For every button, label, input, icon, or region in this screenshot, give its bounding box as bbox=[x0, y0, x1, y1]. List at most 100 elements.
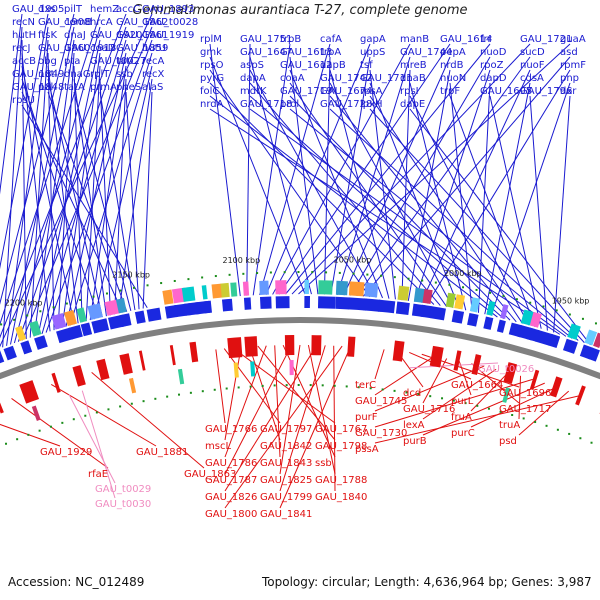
gene-label-forward: prol bbox=[280, 99, 299, 110]
gene-connector bbox=[343, 56, 451, 296]
forward-category bbox=[454, 294, 466, 310]
gene-label-reverse: GAU_1716 bbox=[403, 404, 455, 415]
gene-label-forward: dapB bbox=[320, 60, 346, 71]
gene-connector bbox=[21, 104, 148, 309]
gene-label-forward: GAU_1711 bbox=[360, 73, 412, 84]
gene-label-reverse: GAU_1745 bbox=[355, 396, 407, 407]
forward-cds bbox=[395, 301, 410, 315]
tick-dot bbox=[84, 414, 87, 417]
gene-connector bbox=[374, 365, 485, 412]
gene-label-reverse: GAU_1825 bbox=[260, 475, 312, 486]
gene-label-reverse: GAU_1730 bbox=[355, 428, 407, 439]
gene-label-forward: nuoN bbox=[440, 73, 466, 84]
gene-connector bbox=[374, 395, 581, 444]
gene-label-forward: GAU_1614 bbox=[440, 34, 492, 45]
forward-category bbox=[318, 280, 333, 295]
tick-dot bbox=[261, 384, 264, 387]
gene-label-forward: GAU_1721 bbox=[520, 34, 572, 45]
gene-connector bbox=[209, 82, 435, 305]
gene-label-forward: uppS bbox=[360, 47, 385, 58]
gene-connector bbox=[65, 52, 127, 327]
forward-cds bbox=[243, 297, 252, 310]
gene-label-forward: nuoD bbox=[480, 47, 507, 58]
gene-label-reverse: GAU_1800 bbox=[205, 509, 257, 520]
tick-dot bbox=[201, 276, 204, 279]
reverse-category bbox=[250, 361, 256, 377]
gene-label-forward: GAU_1796 bbox=[520, 86, 572, 97]
kbp-tick-label: 2100 kbp bbox=[222, 256, 260, 265]
forward-cds bbox=[56, 327, 74, 344]
tick-dot bbox=[225, 387, 228, 390]
gene-label-forward: asd bbox=[560, 47, 578, 58]
gene-label-reverse: pssA bbox=[355, 444, 379, 455]
gene-label-reverse: GAU_1929 bbox=[40, 447, 92, 458]
tick-dot bbox=[13, 318, 16, 321]
gene-label-reverse: GAU_1766 bbox=[205, 424, 257, 435]
tick-dot bbox=[154, 397, 157, 400]
gene-connector bbox=[0, 13, 23, 195]
tick-dot bbox=[283, 271, 286, 274]
gene-connector bbox=[249, 108, 567, 337]
gene-connector bbox=[422, 382, 545, 436]
gene-label-forward: folC bbox=[200, 86, 219, 97]
tick-dot bbox=[309, 384, 312, 387]
gene-label-reverse: fruA bbox=[451, 412, 472, 423]
gene-label-forward: accC bbox=[116, 4, 140, 15]
tick-dot bbox=[107, 408, 110, 411]
tick-dot bbox=[393, 276, 396, 279]
gene-label-forward: nutl bbox=[38, 69, 57, 80]
gene-connector bbox=[142, 91, 153, 309]
gene-label-forward: prmA bbox=[90, 82, 117, 93]
reverse-cds bbox=[169, 345, 176, 366]
accession-text: Accession: NC_012489 bbox=[8, 575, 145, 589]
gene-label-forward: GAU_1920 bbox=[90, 30, 142, 41]
forward-category bbox=[104, 299, 120, 316]
gene-connector bbox=[224, 344, 318, 492]
tick-dot bbox=[95, 411, 98, 414]
gene-connector bbox=[279, 344, 301, 475]
kbp-tick-label: 2000 kbp bbox=[444, 269, 482, 278]
gene-label-misc: GAU_t0030 bbox=[95, 499, 151, 510]
tick-dot bbox=[65, 302, 68, 305]
gene-label-forward: nrdB bbox=[440, 60, 464, 71]
tick-dot bbox=[311, 271, 314, 274]
gene-label-misc: GAU_t0029 bbox=[95, 484, 151, 495]
gene-connector bbox=[21, 91, 124, 313]
forward-cds bbox=[451, 309, 465, 324]
gene-connector bbox=[224, 344, 293, 475]
gene-connector bbox=[323, 56, 331, 295]
gene-connector bbox=[21, 26, 153, 341]
gene-label-forward: dnaG bbox=[64, 69, 91, 80]
gene-connector bbox=[47, 52, 55, 331]
gene-label-forward: tatA bbox=[64, 82, 85, 93]
gene-label-reverse: purL bbox=[451, 396, 474, 407]
gene-label-forward: nuoF bbox=[520, 60, 545, 71]
gene-connector bbox=[529, 95, 548, 331]
gene-label-forward: accB bbox=[12, 56, 36, 67]
forward-cds bbox=[3, 345, 17, 361]
forward-category bbox=[500, 304, 509, 319]
tick-dot bbox=[297, 271, 300, 274]
tick-dot bbox=[178, 393, 181, 396]
gene-label-forward: dapA bbox=[240, 73, 266, 84]
gene-connector bbox=[2, 26, 23, 348]
gene-connector bbox=[21, 52, 51, 332]
gene-label-forward: GAU_1613 bbox=[280, 47, 332, 58]
gene-label-forward: GAU_1728 bbox=[320, 99, 372, 110]
forward-cds bbox=[348, 297, 367, 311]
forward-cds bbox=[68, 324, 83, 340]
kbp-tick-label: 2050 kbp bbox=[334, 256, 372, 265]
gene-label-reverse: GAU_1788 bbox=[315, 475, 367, 486]
forward-category bbox=[364, 282, 379, 298]
gene-label-forward: rpmF bbox=[560, 60, 586, 71]
gene-label-reverse: GAU_1842 bbox=[260, 441, 312, 452]
tick-dot bbox=[475, 288, 478, 291]
gene-label-forward: GAU_1647 bbox=[240, 47, 292, 58]
gene-connector bbox=[47, 65, 79, 324]
tick-dot bbox=[201, 390, 204, 393]
forward-category bbox=[51, 312, 67, 330]
gene-label-forward: nrdA bbox=[200, 99, 224, 110]
gene-connector bbox=[215, 349, 226, 424]
gene-connector bbox=[93, 65, 153, 320]
